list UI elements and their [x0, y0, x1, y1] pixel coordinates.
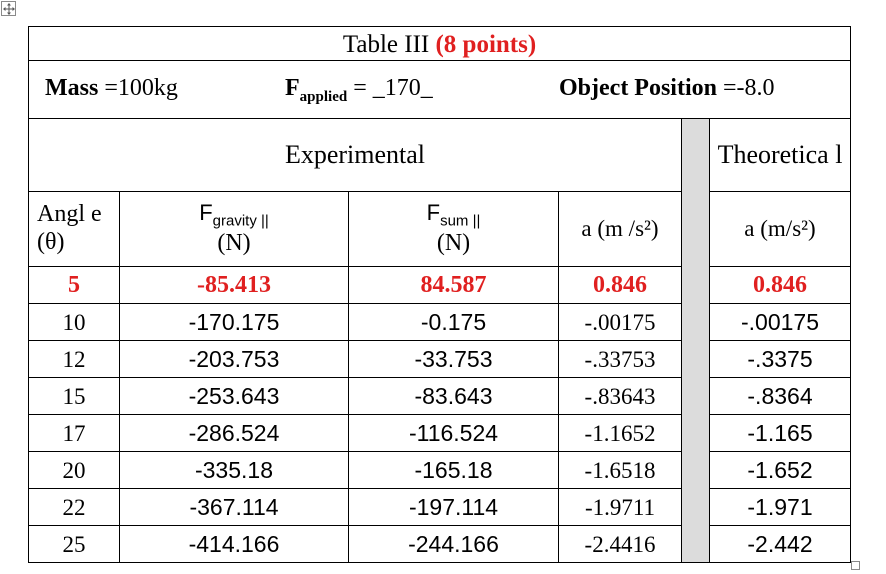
- fsum-main: F: [426, 200, 441, 226]
- angle-cell[interactable]: 12: [28, 340, 120, 378]
- info-row: Mass =100kg Fapplied = _170_ Object Posi…: [27, 60, 852, 119]
- fgravity-sub: gravity ||: [212, 212, 269, 230]
- fgravity-cell[interactable]: -414.166: [119, 525, 349, 563]
- table-row: 22 -367.114 -197.114 -1.9711 -1.971: [28, 488, 852, 526]
- angle-cell[interactable]: 15: [28, 377, 120, 415]
- fsum-cell[interactable]: -165.18: [348, 451, 559, 489]
- fapplied-sub: applied: [299, 88, 348, 105]
- angle-cell[interactable]: 25: [28, 525, 120, 563]
- table-row: 25 -414.166 -244.166 -2.4416 -2.442: [28, 525, 852, 563]
- info-cell[interactable]: Mass =100kg Fapplied = _170_ Object Posi…: [27, 60, 852, 119]
- fapplied-label: F: [285, 75, 300, 101]
- theoretical-heading[interactable]: Theoretica l: [708, 118, 852, 192]
- a-theo-cell[interactable]: -1.165: [708, 414, 852, 452]
- a-exp-cell[interactable]: -1.9711: [558, 488, 682, 526]
- a-exp-cell[interactable]: -.33753: [558, 340, 682, 378]
- fsum-unit: (N): [436, 230, 471, 257]
- angle-cell[interactable]: 20: [28, 451, 120, 489]
- fgravity-cell[interactable]: -253.643: [119, 377, 349, 415]
- fapplied-value: = _170_: [347, 75, 433, 101]
- table-row: 20 -335.18 -165.18 -1.6518 -1.652: [28, 451, 852, 489]
- table-row: 12 -203.753 -33.753 -.33753 -.3375: [28, 340, 852, 378]
- fsum-header[interactable]: Fsum || (N): [348, 191, 559, 267]
- a-exp-cell[interactable]: 0.846: [558, 266, 682, 304]
- a-exp-cell[interactable]: -.00175: [558, 303, 682, 341]
- fgravity-cell[interactable]: -203.753: [119, 340, 349, 378]
- a-theo-cell[interactable]: -1.971: [708, 488, 852, 526]
- a-theo-header[interactable]: a (m/s²): [708, 191, 852, 267]
- header-row: Angl e (θ) Fgravity || (N) Fsum || (N) a…: [28, 191, 852, 267]
- a-exp-cell[interactable]: -1.6518: [558, 451, 682, 489]
- table-resize-handle-icon[interactable]: [851, 561, 860, 570]
- fsum-cell[interactable]: -0.175: [348, 303, 559, 341]
- mass-value: =100kg: [104, 75, 178, 101]
- divider-column: [681, 118, 710, 563]
- position-label: Object Position: [559, 75, 723, 101]
- title-points: (8 points): [435, 31, 537, 58]
- fsum-cell[interactable]: -197.114: [348, 488, 559, 526]
- data-table: Table III (8 points) Mass =100kg Fapplie…: [27, 26, 852, 563]
- mass-info: Mass =100kg: [45, 76, 178, 100]
- fgravity-cell[interactable]: -335.18: [119, 451, 349, 489]
- fsum-cell[interactable]: -83.643: [348, 377, 559, 415]
- table-row: 5 -85.413 84.587 0.846 0.846: [28, 266, 852, 304]
- a-exp-cell[interactable]: -1.1652: [558, 414, 682, 452]
- angle-cell[interactable]: 17: [28, 414, 120, 452]
- a-theo-cell[interactable]: -.3375: [708, 340, 852, 378]
- a-theo-cell[interactable]: -2.442: [708, 525, 852, 563]
- table-row: 17 -286.524 -116.524 -1.1652 -1.165: [28, 414, 852, 452]
- angle-cell[interactable]: 22: [28, 488, 120, 526]
- table-title[interactable]: Table III (8 points): [27, 26, 852, 61]
- fgravity-cell[interactable]: -286.524: [119, 414, 349, 452]
- a-exp-cell[interactable]: -2.4416: [558, 525, 682, 563]
- fsum-cell[interactable]: -244.166: [348, 525, 559, 563]
- fsum-cell[interactable]: -116.524: [348, 414, 559, 452]
- fgravity-main: F: [199, 200, 213, 226]
- experimental-heading[interactable]: Experimental: [28, 118, 682, 192]
- angle-header[interactable]: Angl e (θ): [28, 191, 120, 267]
- table-row: 15 -253.643 -83.643 -.83643 -.8364: [28, 377, 852, 415]
- position-info: Object Position =-8.0: [559, 76, 775, 100]
- table-move-handle-icon[interactable]: [1, 1, 16, 16]
- angle-cell[interactable]: 5: [28, 266, 120, 304]
- fapplied-info: Fapplied = _170_: [285, 76, 433, 105]
- position-value: =-8.0: [722, 75, 775, 101]
- fgravity-header[interactable]: Fgravity || (N): [119, 191, 349, 267]
- fgravity-cell[interactable]: -367.114: [119, 488, 349, 526]
- a-exp-cell[interactable]: -.83643: [558, 377, 682, 415]
- fgravity-cell[interactable]: -85.413: [119, 266, 349, 304]
- a-theo-cell[interactable]: -1.652: [708, 451, 852, 489]
- fgravity-unit: (N): [217, 230, 251, 257]
- fsum-cell[interactable]: 84.587: [348, 266, 559, 304]
- fsum-sub: sum ||: [440, 212, 481, 230]
- fgravity-cell[interactable]: -170.175: [119, 303, 349, 341]
- a-theo-cell[interactable]: -.8364: [708, 377, 852, 415]
- section-row: Experimental Theoretica l: [28, 118, 852, 563]
- mass-label: Mass: [45, 75, 105, 101]
- angle-cell[interactable]: 10: [28, 303, 120, 341]
- title-text: Table III: [342, 31, 436, 58]
- a-theo-cell[interactable]: 0.846: [708, 266, 852, 304]
- fsum-cell[interactable]: -33.753: [348, 340, 559, 378]
- table-row: 10 -170.175 -0.175 -.00175 -.00175: [28, 303, 852, 341]
- a-exp-header[interactable]: a (m /s²): [558, 191, 682, 267]
- title-row: Table III (8 points): [27, 26, 852, 61]
- a-theo-cell[interactable]: -.00175: [708, 303, 852, 341]
